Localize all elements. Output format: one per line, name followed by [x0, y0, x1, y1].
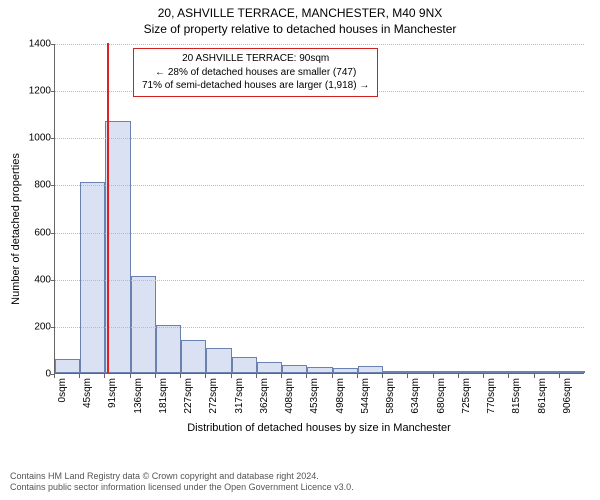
- x-tick-mark: [382, 374, 383, 378]
- y-tick-label: 1200: [21, 86, 51, 97]
- histogram-bar: [131, 276, 156, 373]
- x-tick-label: 362sqm: [259, 378, 270, 414]
- highlight-marker-line: [107, 43, 109, 373]
- annotation-line1: 20 ASHVILLE TERRACE: 90sqm: [142, 52, 369, 66]
- plot-area: 020040060080010001200140020 ASHVILLE TER…: [54, 44, 584, 374]
- y-tick-mark: [51, 185, 55, 186]
- x-tick-label: 91sqm: [107, 378, 118, 408]
- y-tick-label: 400: [21, 274, 51, 285]
- chart-container: Number of detached properties 0200400600…: [54, 44, 584, 414]
- x-tick-label: 725sqm: [461, 378, 472, 414]
- histogram-bar: [105, 121, 130, 373]
- histogram-bar: [535, 371, 560, 373]
- histogram-bar: [181, 340, 206, 373]
- x-tick-label: 861sqm: [537, 378, 548, 414]
- histogram-bar: [383, 371, 408, 373]
- y-tick-mark: [51, 233, 55, 234]
- x-tick-mark: [281, 374, 282, 378]
- gridline: [55, 327, 584, 328]
- histogram-bar: [80, 182, 105, 373]
- gridline: [55, 44, 584, 45]
- histogram-bar: [282, 365, 307, 373]
- gridline: [55, 280, 584, 281]
- x-tick-mark: [180, 374, 181, 378]
- x-tick-label: 181sqm: [158, 378, 169, 414]
- x-tick-label: 272sqm: [208, 378, 219, 414]
- annotation-line2: ← 28% of detached houses are smaller (74…: [142, 66, 369, 80]
- x-tick-mark: [104, 374, 105, 378]
- y-tick-label: 1000: [21, 133, 51, 144]
- y-tick-label: 200: [21, 321, 51, 332]
- x-tick-mark: [433, 374, 434, 378]
- x-tick-label: 498sqm: [335, 378, 346, 414]
- annotation-line3: 71% of semi-detached houses are larger (…: [142, 79, 369, 93]
- x-tick-mark: [407, 374, 408, 378]
- gridline: [55, 233, 584, 234]
- chart-title-block: 20, ASHVILLE TERRACE, MANCHESTER, M40 9N…: [0, 0, 600, 36]
- histogram-bar: [156, 325, 181, 373]
- histogram-bar: [358, 366, 383, 373]
- y-tick-mark: [51, 138, 55, 139]
- x-tick-label: 815sqm: [511, 378, 522, 414]
- x-tick-label: 408sqm: [284, 378, 295, 414]
- histogram-bar: [257, 362, 282, 373]
- histogram-bar: [206, 348, 231, 373]
- y-tick-label: 1400: [21, 39, 51, 50]
- x-tick-label: 770sqm: [486, 378, 497, 414]
- histogram-bar: [232, 357, 257, 374]
- y-tick-mark: [51, 44, 55, 45]
- x-tick-mark: [256, 374, 257, 378]
- x-tick-label: 589sqm: [385, 378, 396, 414]
- histogram-bar: [434, 371, 459, 373]
- x-tick-label: 680sqm: [436, 378, 447, 414]
- y-tick-mark: [51, 91, 55, 92]
- histogram-bar: [459, 371, 484, 373]
- x-tick-mark: [155, 374, 156, 378]
- x-tick-mark: [534, 374, 535, 378]
- histogram-bar: [560, 371, 585, 373]
- histogram-bar: [333, 368, 358, 373]
- x-tick-label: 906sqm: [562, 378, 573, 414]
- x-tick-label: 453sqm: [309, 378, 320, 414]
- x-tick-label: 544sqm: [360, 378, 371, 414]
- x-tick-mark: [79, 374, 80, 378]
- histogram-bar: [509, 371, 534, 373]
- x-tick-mark: [306, 374, 307, 378]
- x-tick-mark: [130, 374, 131, 378]
- x-tick-mark: [559, 374, 560, 378]
- histogram-bar: [55, 359, 80, 373]
- title-line1: 20, ASHVILLE TERRACE, MANCHESTER, M40 9N…: [0, 6, 600, 20]
- y-tick-mark: [51, 280, 55, 281]
- x-tick-label: 317sqm: [234, 378, 245, 414]
- footer-attribution: Contains HM Land Registry data © Crown c…: [10, 471, 354, 494]
- histogram-bar: [408, 371, 433, 373]
- x-tick-mark: [483, 374, 484, 378]
- y-tick-label: 800: [21, 180, 51, 191]
- x-tick-mark: [231, 374, 232, 378]
- footer-line2: Contains public sector information licen…: [10, 482, 354, 494]
- x-tick-label: 0sqm: [57, 378, 68, 402]
- x-tick-mark: [508, 374, 509, 378]
- x-tick-mark: [357, 374, 358, 378]
- x-tick-label: 227sqm: [183, 378, 194, 414]
- title-line2: Size of property relative to detached ho…: [0, 22, 600, 36]
- footer-line1: Contains HM Land Registry data © Crown c…: [10, 471, 354, 483]
- x-tick-mark: [54, 374, 55, 378]
- gridline: [55, 185, 584, 186]
- annotation-box: 20 ASHVILLE TERRACE: 90sqm← 28% of detac…: [133, 48, 378, 97]
- x-tick-mark: [458, 374, 459, 378]
- gridline: [55, 138, 584, 139]
- x-tick-label: 136sqm: [133, 378, 144, 414]
- y-tick-label: 0: [21, 369, 51, 380]
- x-tick-mark: [205, 374, 206, 378]
- x-tick-mark: [332, 374, 333, 378]
- x-tick-label: 634sqm: [410, 378, 421, 414]
- x-axis-label: Distribution of detached houses by size …: [187, 422, 451, 434]
- y-tick-label: 600: [21, 227, 51, 238]
- y-tick-mark: [51, 327, 55, 328]
- x-tick-label: 45sqm: [82, 378, 93, 408]
- histogram-bar: [307, 367, 332, 373]
- histogram-bar: [484, 371, 509, 373]
